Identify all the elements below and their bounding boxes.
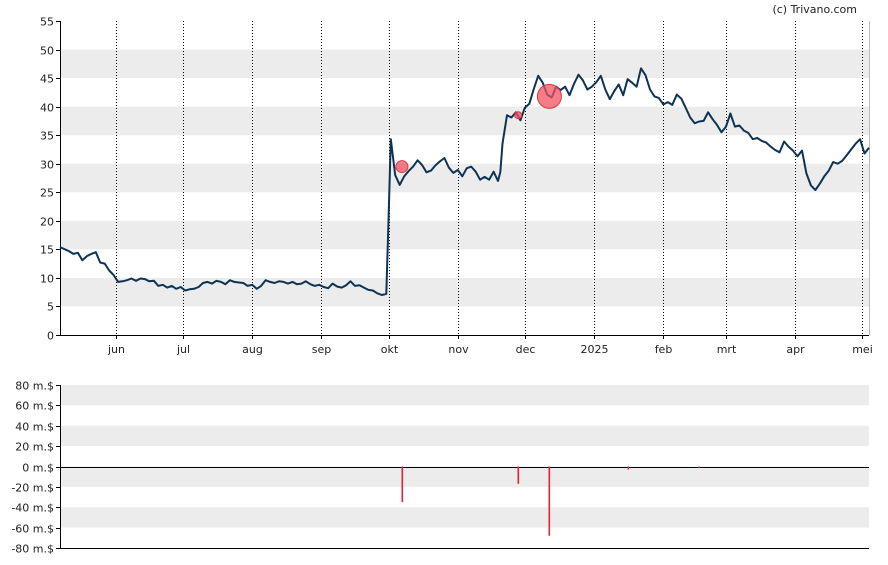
price-band [60, 277, 869, 307]
price-y-tick-label: 15 [40, 244, 54, 257]
price-panel-bands [60, 49, 869, 307]
price-band [60, 106, 869, 136]
price-y-tick-label: 0 [47, 330, 54, 343]
event-marker [536, 83, 562, 109]
volume-bar [698, 466, 701, 469]
price-y-tick-label: 30 [40, 159, 54, 172]
volume-bar [401, 466, 404, 503]
price-y-tick-label: 50 [40, 45, 54, 58]
volume-y-tick-label: 20 m.$ [15, 441, 54, 454]
x-tick-label: dec [516, 343, 536, 356]
volume-bar [517, 466, 520, 484]
price-band [60, 220, 869, 250]
x-tick-label: mei [852, 343, 873, 356]
volume-y-tick-label: 80 m.$ [15, 380, 54, 393]
x-tick-label: feb [655, 343, 673, 356]
volume-band [60, 385, 869, 406]
price-line [59, 67, 870, 296]
x-tick-label: aug [242, 343, 263, 356]
price-y-tick-label: 40 [40, 102, 54, 115]
x-tick-label: jun [107, 343, 125, 356]
volume-y-tick-label: 0 m.$ [22, 462, 54, 475]
volume-band [60, 466, 869, 487]
price-series [59, 67, 870, 296]
event-marker [514, 111, 523, 120]
price-y-tick-label: 10 [40, 273, 54, 286]
volume-y-tick-label: -60 m.$ [11, 523, 54, 536]
x-tick-label: okt [381, 343, 399, 356]
price-markers [395, 83, 562, 174]
volume-y-tick-label: -20 m.$ [11, 482, 54, 495]
volume-y-tick-label: -80 m.$ [11, 543, 54, 556]
volume-band [60, 425, 869, 447]
price-y-tick-label: 5 [47, 301, 54, 314]
price-y-tick-label: 20 [40, 216, 54, 229]
price-y-tick-label: 45 [40, 73, 54, 86]
price-y-tick-label: 55 [40, 16, 54, 29]
x-tick-label: apr [786, 343, 805, 356]
x-tick-label: 2025 [581, 343, 609, 356]
x-tick-label: nov [448, 343, 469, 356]
x-tick-label: jul [176, 343, 190, 356]
volume-panel-axes [60, 385, 869, 549]
volume-panel-bands [60, 385, 869, 528]
volume-y-tick-label: 60 m.$ [15, 400, 54, 413]
volume-bar [548, 466, 551, 536]
price-y-tick-labels: 0 5 10 15 20 25 30 35 40 45 50 55 [40, 16, 60, 343]
volume-y-tick-label: 40 m.$ [15, 421, 54, 434]
x-tick-label: sep [312, 343, 331, 356]
price-band [60, 49, 869, 79]
event-marker [395, 160, 409, 174]
volume-y-tick-label: -40 m.$ [11, 502, 54, 515]
credit-text: (c) Trivano.com [772, 3, 857, 16]
price-y-tick-label: 35 [40, 130, 54, 143]
volume-bars [401, 466, 701, 536]
volume-band [60, 507, 869, 528]
price-band [60, 163, 869, 193]
price-panel-vertical-grid [116, 21, 863, 335]
price-x-tick-labels: jun jul aug sep okt nov dec 2025 feb mrt apr mei [107, 335, 873, 356]
volume-bar [627, 466, 630, 470]
volume-y-tick-labels: 80 m.$ 60 m.$ 40 m.$ 20 m.$ 0 m.$ -20 m.$ -40 … [11, 380, 60, 556]
price-y-tick-label: 25 [40, 187, 54, 200]
price-panel-axes [60, 21, 870, 336]
x-tick-label: mrt [717, 343, 737, 356]
